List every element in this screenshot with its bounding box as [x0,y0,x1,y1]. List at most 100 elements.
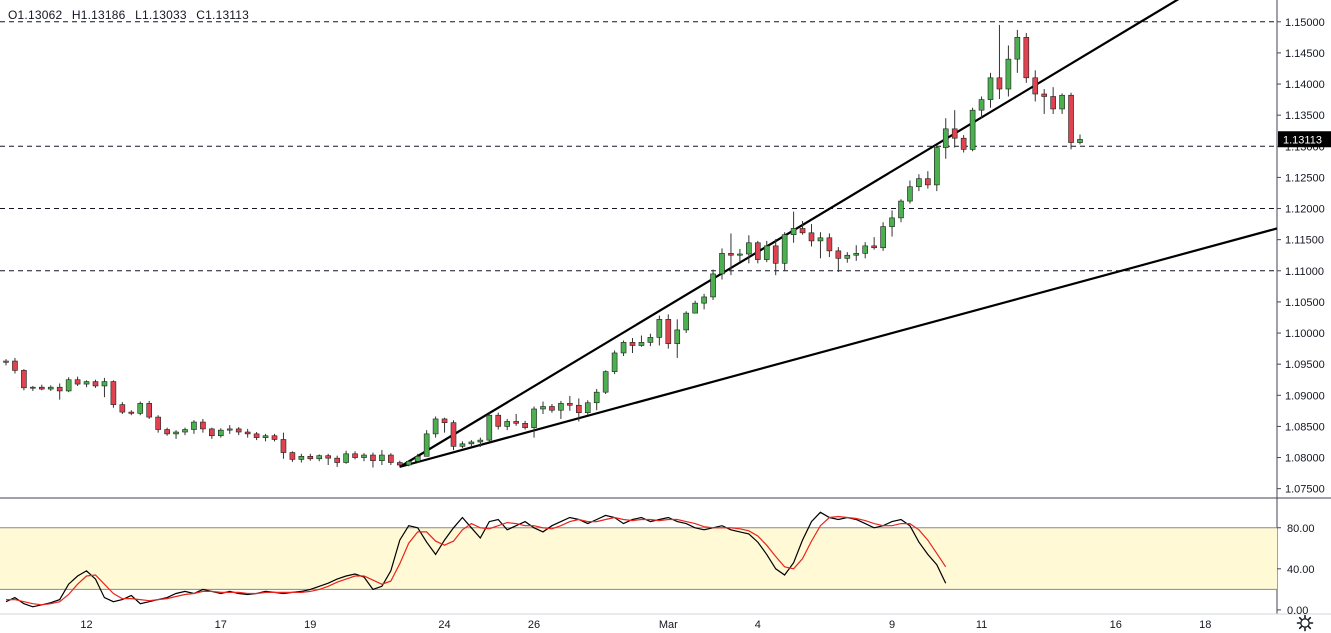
candle-body [942,128,949,148]
candle-body [271,435,278,440]
candle-body [1032,77,1039,95]
candle-body [1023,37,1030,79]
candle-body [916,178,922,188]
time-tick-label: 18 [1199,619,1211,631]
candle-body [379,454,385,461]
candle-body [522,422,528,428]
candle-body [361,454,367,458]
candle-body [396,462,403,466]
candle-body [432,418,439,435]
candle-body [1077,139,1083,143]
stochastic-tick-label: 40.00 [1287,564,1315,576]
time-tick-label: 24 [438,619,450,631]
candle-body [334,457,340,463]
candle-body [200,421,206,430]
candle-body [1068,94,1074,143]
time-tick-label: 16 [1110,619,1122,631]
current-price-label: 1.13113 [1283,134,1322,146]
candle-body [352,453,358,458]
candle-body [504,421,511,427]
candle-body [307,455,314,460]
candle-body [1005,58,1012,90]
candle-body [47,386,54,390]
candle-body [656,319,663,338]
price-tick-label: 1.09000 [1285,390,1325,402]
candle-body [218,429,224,437]
candle-body [933,147,940,186]
trendline-1 [399,227,1277,468]
gear-icon[interactable] [1296,614,1314,632]
candle-body [790,228,797,235]
candle-body [584,402,591,414]
candle-body [191,421,197,430]
time-tick-label: 4 [755,619,761,631]
candle-body [182,429,188,433]
candle-body [781,234,788,264]
candle-body [1041,93,1047,97]
candle-body [710,273,716,298]
current-price-badge [1278,131,1331,148]
candle-body [262,435,269,438]
candle-body [763,245,770,260]
candle-body [65,379,72,392]
candle-body [969,109,976,150]
candle-body [540,406,546,410]
candle-body [405,460,412,466]
candle-body [907,186,913,202]
candle-body [826,237,833,252]
candle-body [638,342,645,346]
candle-body [298,455,305,460]
time-tick-label: 17 [215,619,227,631]
candle-body [146,403,152,418]
candle-body [567,403,573,406]
candle-body [683,312,690,331]
price-tick-label: 1.12500 [1285,172,1325,184]
candle-body [629,342,636,346]
candle-body [137,403,144,414]
candle-body [513,421,519,424]
candle-body [951,128,958,139]
candle-body [558,403,564,411]
candle-body [459,443,466,447]
price-tick-label: 1.10000 [1285,328,1325,340]
ohlc-close: C1.13113 [196,8,250,22]
candle-body [441,418,448,423]
candle-body [21,370,27,389]
candle-body [235,428,242,433]
candle-body [701,296,707,304]
stochastic-tick-label: 0.00 [1287,605,1308,617]
candle-body [155,416,161,430]
candle-body [665,319,672,344]
candle-body [468,441,475,445]
candle-body [253,433,260,438]
candle-body [737,253,743,256]
time-tick-label: 19 [304,619,316,631]
time-tick-label: 26 [528,619,540,631]
candle-body [450,422,457,447]
price-tick-label: 1.08000 [1285,453,1325,465]
candle-body [388,454,394,463]
candle-body [486,414,493,441]
candle-body [173,431,179,435]
price-tick-label: 1.12000 [1285,204,1325,216]
candle-body [1050,96,1056,110]
candle-body [101,381,108,387]
candle-body [880,226,886,249]
candle-body [602,371,609,393]
candle-body [119,404,126,413]
time-tick-label: 12 [80,619,92,631]
price-tick-label: 1.15000 [1285,17,1325,29]
candle-body [110,381,117,405]
candle-body [83,381,90,385]
price-tick-label: 1.14000 [1285,79,1325,91]
candle-body [844,254,851,259]
candle-body [38,386,45,390]
candle-body [871,245,877,249]
candle-body [343,453,349,463]
candle-body [423,433,430,457]
candle-body [226,428,233,431]
ohlc-high: H1.13186 [71,8,126,22]
candle-body [772,245,779,264]
candle-body [414,455,421,462]
